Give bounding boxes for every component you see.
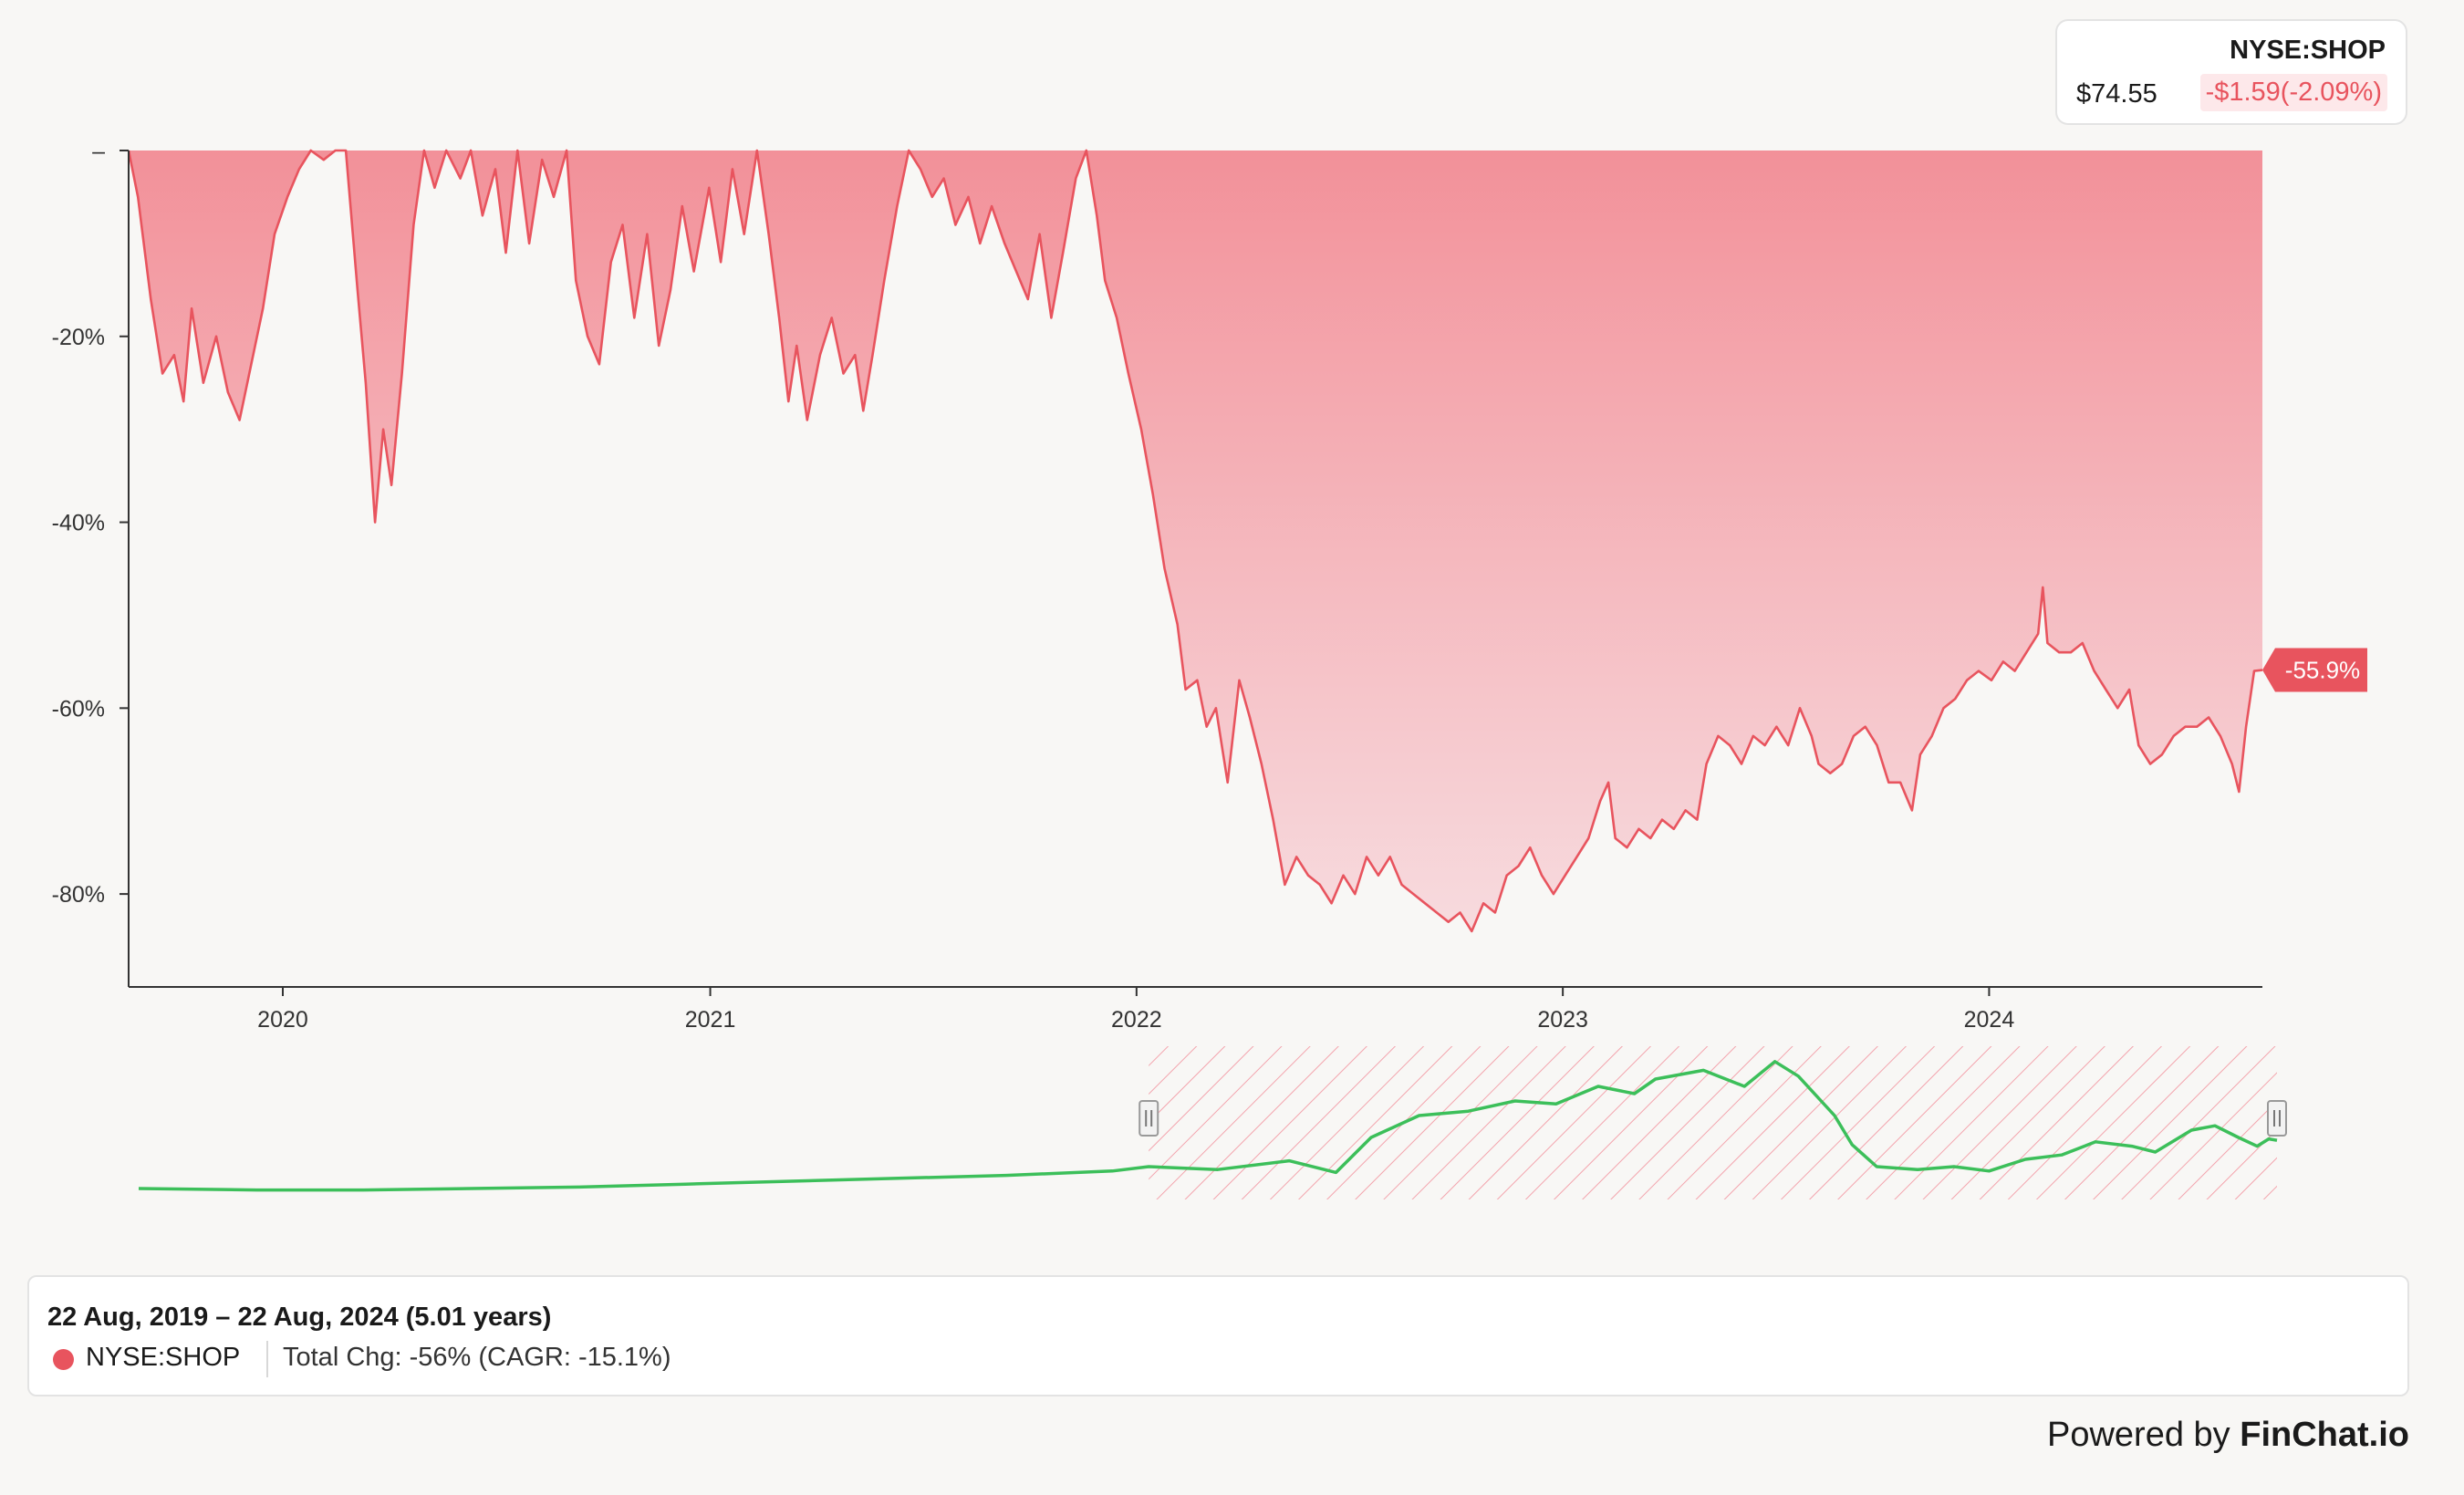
handle-grip[interactable] [1138,1100,1159,1137]
summary-divider [266,1341,268,1377]
navigator-handle-left[interactable] [1138,1100,1159,1137]
summary-total-change: Total Chg: -56% (CAGR: -15.1%) [283,1343,671,1372]
quote-card: NYSE:SHOP $74.55 -$1.59(-2.09%) [2055,19,2407,125]
navigator[interactable] [138,1046,2287,1199]
powered-prefix: Powered by [2047,1416,2240,1454]
y-tick-label: -20% [52,325,105,350]
x-tick-label: 2021 [685,1007,736,1033]
handle-grip[interactable] [2267,1100,2287,1137]
quote-ticker: NYSE:SHOP [2230,36,2386,65]
powered-by[interactable]: Powered by FinChat.io [2047,1416,2409,1455]
summary-card: 22 Aug, 2019 – 22 Aug, 2024 (5.01 years)… [27,1275,2409,1396]
navigator-selection[interactable] [1149,1046,2277,1199]
end-value-tag [2262,648,2367,692]
y-tick-label: -40% [52,511,105,536]
navigator-line [138,1060,2278,1192]
x-tick-label: 2024 [1964,1007,2015,1033]
summary-date-range: 22 Aug, 2019 – 22 Aug, 2024 (5.01 years) [47,1303,552,1332]
series-color-dot-icon [53,1349,74,1370]
quote-change: -$1.59(-2.09%) [2199,74,2387,111]
navigator-handle-right[interactable] [2267,1100,2287,1137]
summary-ticker[interactable]: NYSE:SHOP [86,1343,241,1372]
x-tick-label: 2022 [1111,1007,1162,1033]
drawdown-area [129,151,2262,931]
end-value-label: -55.9% [2285,657,2360,684]
axes: – -20% -40% -60% -80% 2020 2021 2022 2023 2024 [52,139,2262,1033]
quote-price: $74.55 [2076,79,2157,109]
end-label-group: -55.9% [2262,648,2367,692]
x-tick-label: 2020 [257,1007,308,1033]
y-tick-label: -80% [52,882,105,908]
y-tick-label: – [92,139,105,164]
y-tick-label: -60% [52,696,105,722]
x-tick-label: 2023 [1537,1007,1588,1033]
plot-area [127,149,2263,933]
drawdown-line [127,149,2263,933]
brand-name: FinChat.io [2240,1416,2409,1454]
